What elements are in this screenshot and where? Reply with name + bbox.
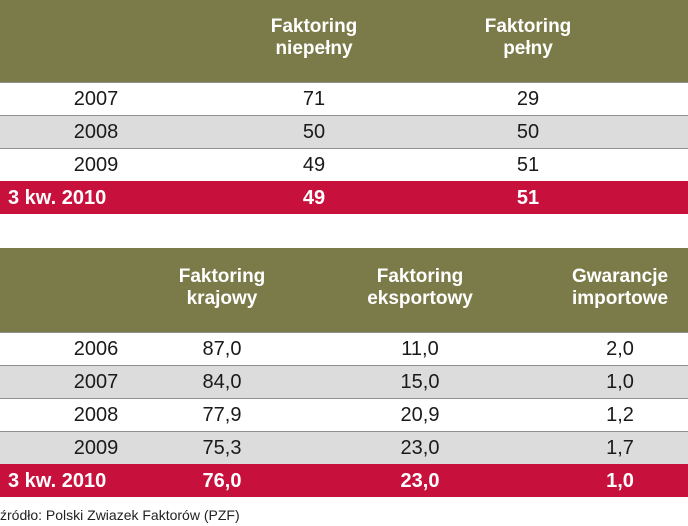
table-cell: 50: [516, 121, 540, 143]
row-label: 2008: [73, 404, 119, 426]
table-row: 2006 87,0 11,0 2,0: [0, 332, 688, 365]
table-cell: 1,0: [606, 470, 634, 492]
table-row: 2009 49 51: [0, 148, 688, 181]
table-cell: 76,0: [202, 470, 242, 492]
table-cell: 20,9: [400, 404, 440, 426]
highlight-row: 3 kw. 2010 76,0 23,0 1,0: [0, 464, 688, 497]
row-label: 3 kw. 2010: [8, 470, 107, 492]
column-header-line: krajowy: [186, 288, 258, 309]
table-row: 2009 75,3 23,0 1,7: [0, 431, 688, 464]
column-header-line: Faktoring: [484, 16, 572, 37]
table-row: 2007 84,0 15,0 1,0: [0, 365, 688, 398]
column-header-line: Faktoring: [376, 266, 464, 287]
row-label: 2009: [73, 154, 119, 176]
table-row: 2008 50 50: [0, 115, 688, 148]
table-cell: 50: [302, 121, 326, 143]
column-header-line: eksportowy: [367, 288, 473, 309]
column-header-line: niepełny: [275, 38, 353, 59]
column-header: Gwarancje importowe: [572, 266, 668, 310]
highlight-row: 3 kw. 2010 49 51: [0, 181, 688, 214]
row-label: 2007: [73, 88, 119, 110]
column-header: Faktoring pełny: [485, 16, 572, 60]
table-cell: 1,0: [606, 371, 634, 393]
table-row: 2008 77,9 20,9 1,2: [0, 398, 688, 431]
column-header-line: Faktoring: [270, 16, 358, 37]
table-cell: 49: [302, 187, 326, 209]
table-header: Faktoring niepełny Faktoring pełny: [0, 0, 688, 82]
column-header-line: pełny: [503, 38, 553, 59]
table-cell: 49: [302, 154, 326, 176]
row-label: 3 kw. 2010: [8, 187, 107, 209]
factoring-market-table: Faktoring krajowy Faktoring eksportowy Gwara…: [0, 248, 688, 497]
table-cell: 23,0: [400, 437, 440, 459]
row-label: 2008: [73, 121, 119, 143]
table-cell: 51: [516, 187, 540, 209]
factoring-type-table: Faktoring niepełny Faktoring pełny 2007 71 29…: [0, 0, 688, 214]
table-cell: 1,2: [606, 404, 634, 426]
table-cell: 84,0: [202, 371, 242, 393]
table-cell: 75,3: [202, 437, 242, 459]
table-cell: 87,0: [202, 338, 242, 360]
column-header-line: Faktoring: [178, 266, 266, 287]
table-row: 2007 71 29: [0, 82, 688, 115]
table-header: Faktoring krajowy Faktoring eksportowy Gwara…: [0, 248, 688, 332]
column-header: Faktoring krajowy: [179, 266, 266, 310]
source-note: źródło: Polski Zwiazek Faktorów (PZF): [0, 507, 240, 523]
column-header-line: Gwarancje: [571, 266, 669, 287]
table-cell: 71: [302, 88, 326, 110]
table-cell: 77,9: [202, 404, 242, 426]
row-label: 2007: [73, 371, 119, 393]
row-label: 2006: [73, 338, 119, 360]
column-header: Faktoring eksportowy: [367, 266, 473, 310]
column-header-line: importowe: [571, 288, 669, 309]
column-header: Faktoring niepełny: [271, 16, 358, 60]
table-cell: 51: [516, 154, 540, 176]
table-cell: 1,7: [606, 437, 634, 459]
table-cell: 23,0: [400, 470, 440, 492]
table-cell: 11,0: [401, 338, 439, 360]
table-cell: 2,0: [606, 338, 634, 360]
table-cell: 15,0: [400, 371, 440, 393]
table-cell: 29: [516, 88, 540, 110]
row-label: 2009: [73, 437, 119, 459]
